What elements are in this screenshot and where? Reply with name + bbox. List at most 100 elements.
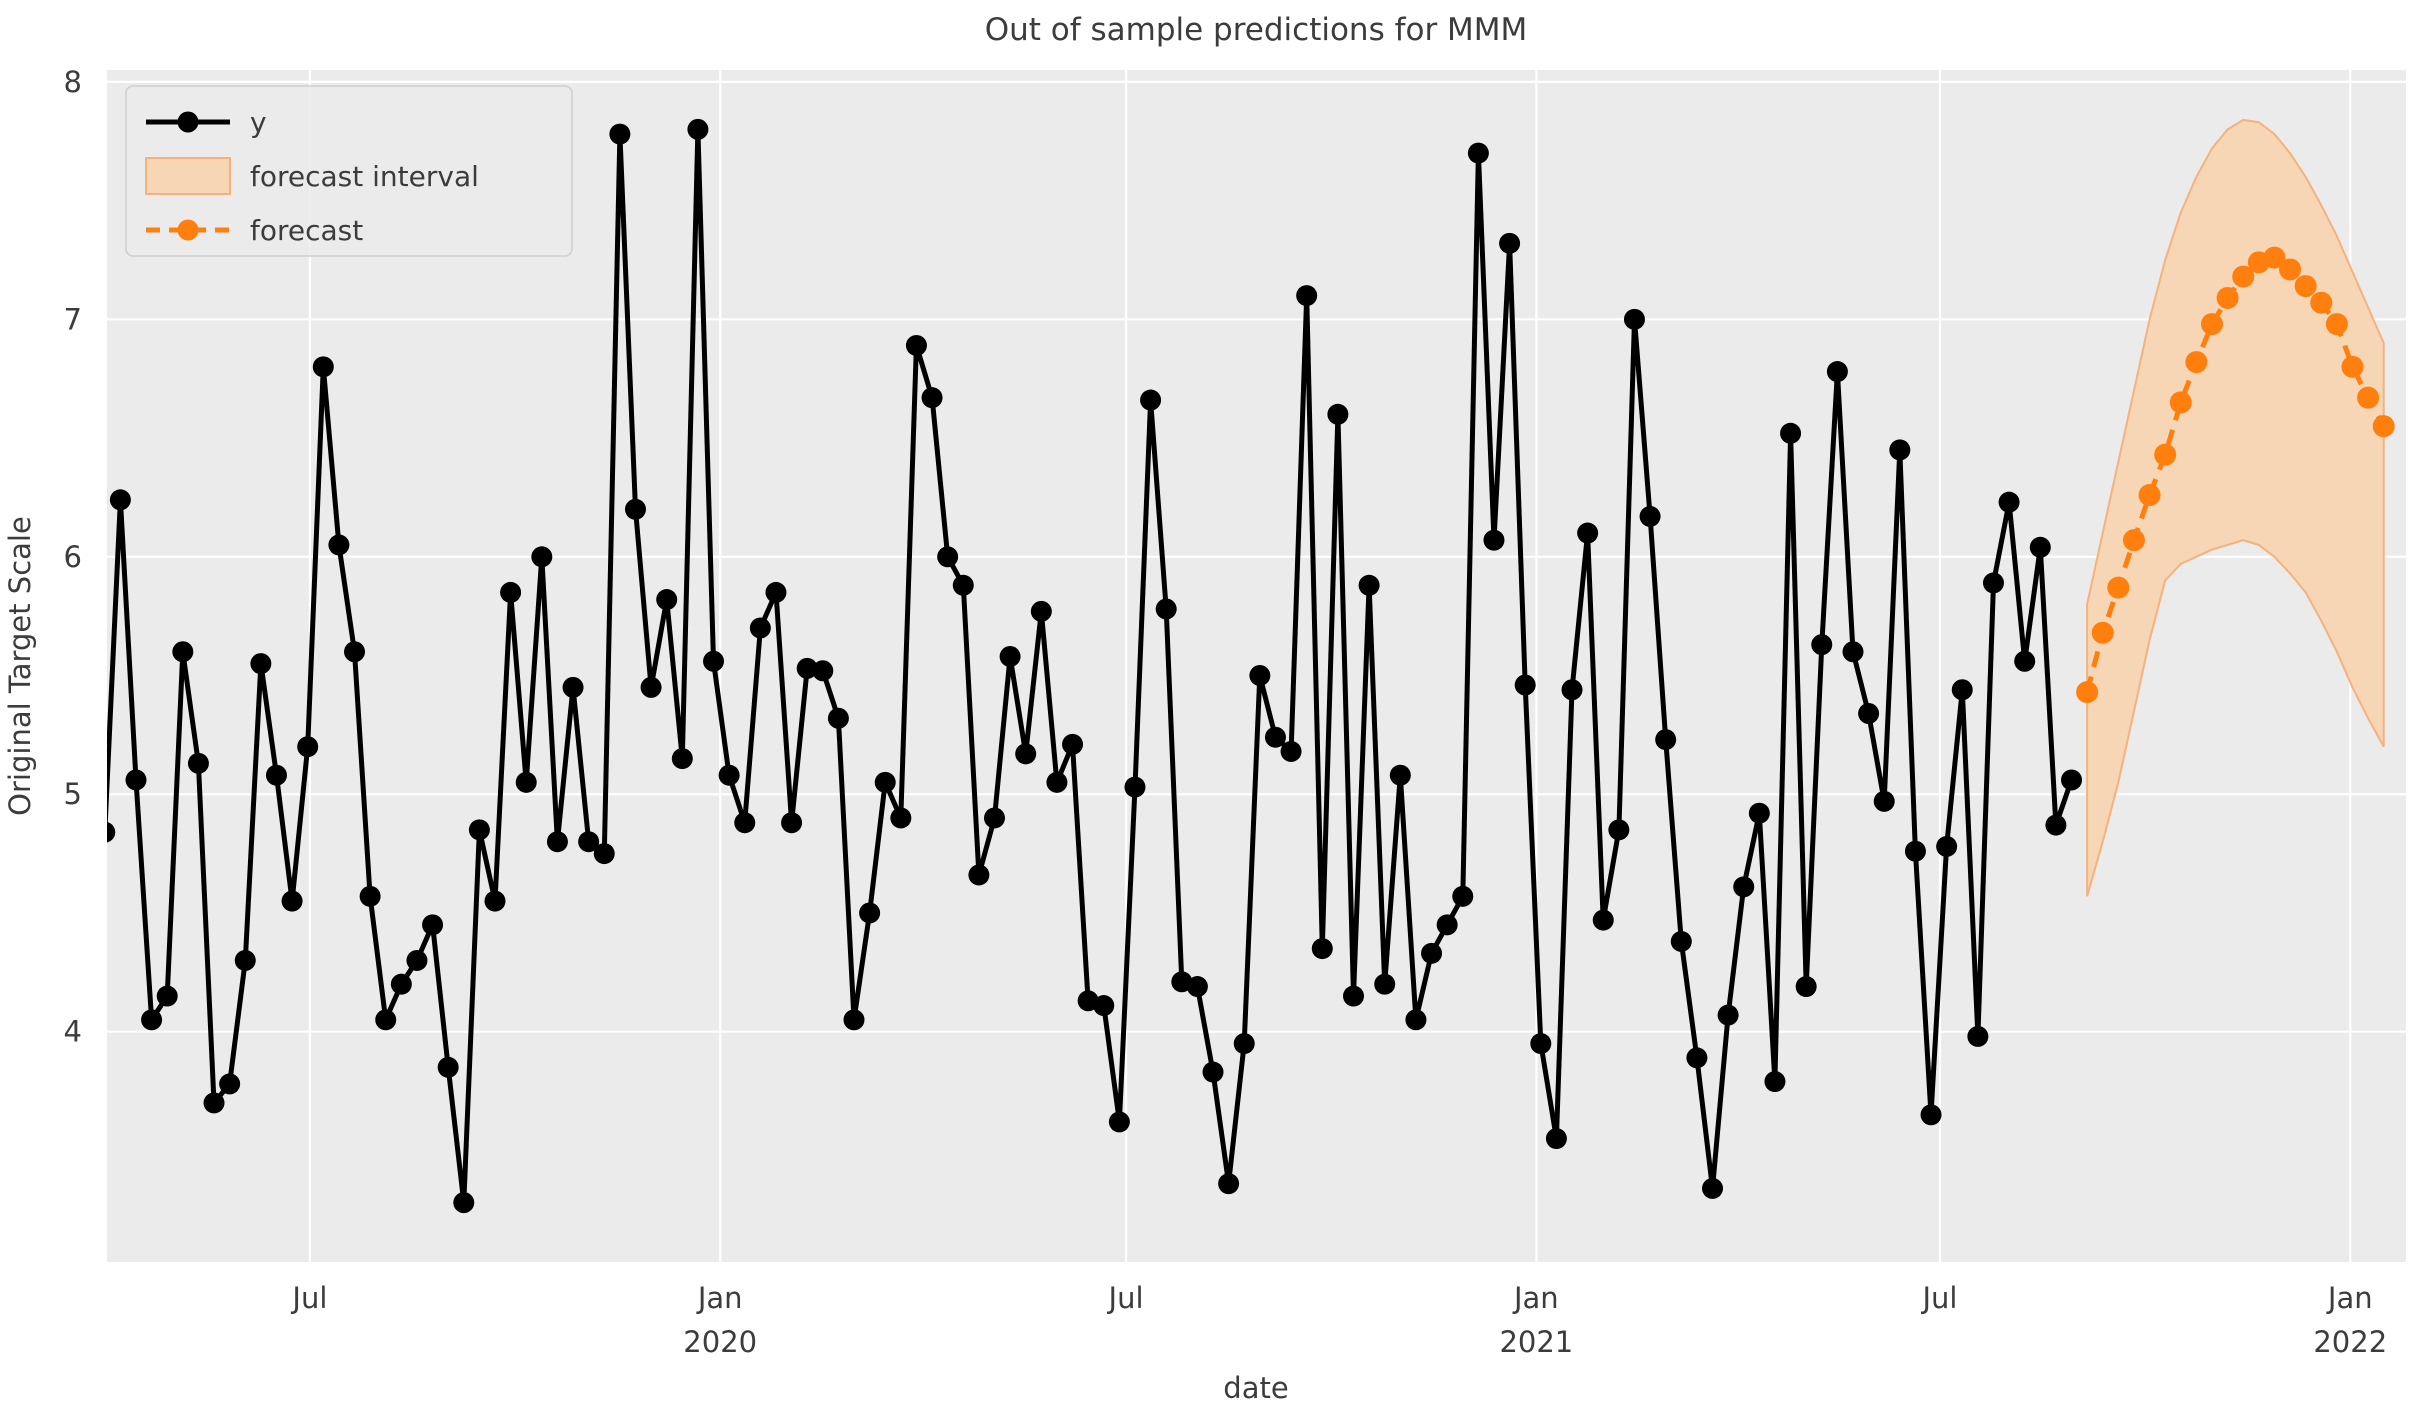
series-y-marker — [1780, 422, 1802, 444]
series-y-marker — [1093, 995, 1115, 1017]
series-y-marker — [1608, 819, 1630, 841]
series-y-marker — [1545, 1128, 1567, 1150]
series-y-marker — [1795, 976, 1817, 998]
series-y-marker — [1904, 840, 1926, 862]
series-y-marker — [1327, 403, 1349, 425]
series-y-marker — [531, 546, 553, 568]
series-y-marker — [500, 581, 522, 603]
series-y-marker — [578, 831, 600, 853]
x-tick-label: Jan — [2326, 1281, 2373, 1315]
series-y-marker — [1842, 641, 1864, 663]
series-y-marker — [1967, 1025, 1989, 1047]
series-y-marker — [1436, 914, 1458, 936]
series-y-marker — [375, 1009, 397, 1031]
series-y-marker — [437, 1056, 459, 1078]
series-y-marker — [1623, 308, 1645, 330]
series-y-marker — [1358, 574, 1380, 596]
series-forecast-marker — [2185, 351, 2208, 374]
legend-interval-label: forecast interval — [250, 160, 479, 193]
series-y-marker — [156, 985, 178, 1007]
series-layer — [107, 118, 2395, 1214]
series-forecast-marker — [2357, 386, 2380, 409]
series-y-marker — [796, 657, 818, 679]
series-y-marker — [172, 641, 194, 663]
series-y-marker — [1202, 1061, 1224, 1083]
series-y-marker — [1982, 572, 2004, 594]
x-axis-label: date — [1223, 1371, 1288, 1405]
series-y-marker — [1155, 598, 1177, 620]
legend-item-forecast: forecast — [146, 214, 363, 247]
series-y-marker — [983, 807, 1005, 829]
series-y-marker — [1920, 1104, 1942, 1126]
series-y-marker — [109, 489, 131, 511]
series-y-marker — [107, 821, 116, 843]
x-tick-label: Jan — [1512, 1281, 1559, 1315]
x-tick-year-label: 2021 — [1499, 1325, 1573, 1359]
series-y-marker — [1998, 491, 2020, 513]
forecast-interval-band — [2086, 118, 2385, 897]
series-forecast-marker — [2310, 291, 2333, 314]
series-y-marker — [1748, 802, 1770, 824]
series-y-marker — [874, 771, 896, 793]
legend-frame — [125, 85, 573, 257]
series-y-marker — [1186, 976, 1208, 998]
series-y-marker — [2014, 650, 2036, 672]
series-y-marker — [297, 736, 319, 758]
series-y-marker — [1873, 790, 1895, 812]
series-y-marker — [1951, 679, 1973, 701]
series-y-marker — [952, 574, 974, 596]
series-y-marker — [1733, 876, 1755, 898]
series-y-marker — [1296, 285, 1318, 307]
series-y-marker — [1421, 942, 1443, 964]
x-tick-year-label: 2020 — [683, 1325, 757, 1359]
y-tick-label: 6 — [64, 540, 82, 574]
y-tick-label: 7 — [64, 302, 82, 336]
series-y-marker — [1015, 743, 1037, 765]
series-y-marker — [141, 1009, 163, 1031]
series-y-marker — [1717, 1004, 1739, 1026]
series-y-marker — [344, 641, 366, 663]
series-y-marker — [1311, 938, 1333, 960]
series-y-marker — [328, 534, 350, 556]
series-y-marker — [1499, 232, 1521, 254]
series-y-marker — [718, 764, 740, 786]
series-y-marker — [390, 973, 412, 995]
chart-title: Out of sample predictions for MMM — [985, 12, 1528, 48]
series-y-marker — [187, 752, 209, 774]
series-y-marker — [1561, 679, 1583, 701]
series-forecast-marker — [2076, 681, 2099, 704]
series-y-marker — [1046, 771, 1068, 793]
series-y-marker — [359, 885, 381, 907]
series-y-marker — [203, 1092, 225, 1114]
series-y-marker — [703, 650, 725, 672]
series-y-marker — [1030, 600, 1052, 622]
series-y-marker — [1374, 973, 1396, 995]
series-y-marker — [1389, 764, 1411, 786]
series-y-marker — [968, 864, 990, 886]
series-y-marker — [546, 831, 568, 853]
legend-forecast-marker — [177, 219, 199, 241]
series-y-marker — [1639, 505, 1661, 527]
series-forecast-marker — [2263, 246, 2286, 269]
series-forecast-marker — [2122, 529, 2145, 552]
series-y-marker — [937, 546, 959, 568]
series-y-marker — [250, 653, 272, 675]
series-y-marker — [640, 676, 662, 698]
legend: y forecast interval forecast — [125, 85, 573, 257]
series-y-marker — [453, 1192, 475, 1214]
series-y-marker — [624, 498, 646, 520]
series-y-marker — [827, 707, 849, 729]
series-y-marker — [1686, 1047, 1708, 1069]
series-y-marker — [1826, 361, 1848, 383]
series-forecast-marker — [2154, 443, 2177, 466]
series-y-marker — [1530, 1033, 1552, 1055]
series-y-marker — [125, 769, 147, 791]
series-y-marker — [406, 949, 428, 971]
series-y-marker — [2061, 769, 2083, 791]
series-y-marker — [999, 646, 1021, 668]
series-y-marker — [1405, 1009, 1427, 1031]
series-y-marker — [1670, 930, 1692, 952]
series-y-marker — [312, 356, 334, 378]
series-y-marker — [1249, 664, 1271, 686]
